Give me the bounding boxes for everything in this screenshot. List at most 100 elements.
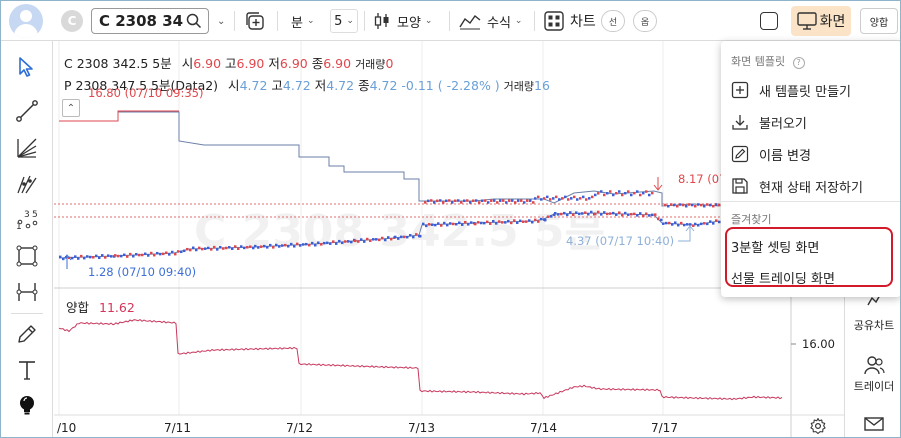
p-high-value: 4.72 [282,78,311,93]
c-high-value: 6.90 [236,56,265,71]
close-label: 종 [311,56,324,71]
p-close-value: 4.72 [369,78,398,93]
share-chart-label[interactable]: 공유차트 [853,319,895,332]
add-compare-icon[interactable] [244,11,266,31]
open-label: 시 [228,78,240,93]
share-chart-icon[interactable] [866,293,882,307]
volume-label: 거래량 [503,80,535,93]
low-label: 저 [268,56,280,71]
pitchfork-icon[interactable] [15,172,39,196]
p-low-marker-arrow [678,225,695,242]
search-icon[interactable] [186,13,202,29]
c-low-annotation: 1.28 (07/10 09:40) [88,265,197,279]
open-label: 시 [181,56,194,71]
formula-dropdown[interactable]: 수식 ⌄ [459,1,522,41]
avatar[interactable] [9,4,43,38]
interval-unit-label: 분 [291,15,303,31]
menu-item-new-template[interactable]: 새 템플릿 만들기 [721,75,900,105]
chart-canvas[interactable]: C 2308 342.5 5분 16.00 /10 7/11 7/12 7/13… [54,41,844,438]
p-series-name: P 2308 347.5 5분(Data2) [64,78,219,93]
window-square-icon[interactable] [760,12,778,30]
p-high-annotation: 8.17 (07 [678,172,727,186]
symbol-type-badge: C [61,10,83,32]
cursor-arrow-icon[interactable] [15,55,39,79]
close-label: 종 [358,78,370,93]
traders-icon[interactable] [863,354,885,376]
save-icon [732,178,748,194]
chevron-down-icon: ⌄ [424,16,433,26]
help-icon[interactable]: ? [792,57,805,69]
legend-collapse-button[interactable]: ⌃ [62,99,80,117]
menu-item-rename[interactable]: 이름 변경 [721,139,900,169]
screen-template-label: 화면 [819,14,846,30]
chevron-up-icon: ⌃ [66,102,76,114]
high-label: 고 [225,56,237,71]
c-series-legend[interactable]: C 2308 342.5 5분 시6.90 고6.90 저6.90 종6.90 … [64,53,393,72]
gear-icon[interactable] [809,417,827,435]
c-price-series [59,110,721,208]
screen-template-button[interactable]: 화면 [791,6,851,36]
high-marker-arrow [653,177,663,191]
screen-template-menu: 화면 템플릿 ? 새 템플릿 만들기 불러오기 이름 변경 현재 상태 저장하기… [721,41,900,297]
template-header-text: 화면 템플릿 [731,55,786,68]
top-toolbar: C C 2308 34 ⌄ 분 ⌄ 5 ⌄ 모양 ⌄ 수식 ⌄ 차트 선 옵 [1,1,900,41]
option-toggle-pill[interactable]: 옵 [633,10,657,32]
chevron-down-icon: ⌄ [514,16,523,26]
template-header: 화면 템플릿 ? [731,53,805,69]
measure-range-icon[interactable] [15,280,39,304]
menu-item-label: 현재 상태 저장하기 [759,180,863,196]
indicator-icon [459,14,481,30]
p-change-value: -0.11 [401,78,434,93]
traders-label[interactable]: 트레이더 [853,380,895,393]
p-price-series [58,210,721,261]
favorites-highlight-box [725,227,893,287]
p-volume-value: 16 [534,78,550,93]
pencil-draw-icon[interactable] [15,322,39,346]
interval-value-dropdown[interactable]: 5 ⌄ [330,9,358,33]
symbol-dropdown[interactable]: ⌄ [217,1,225,41]
chart-shape-dropdown[interactable]: 모양 ⌄ [373,1,432,41]
lightbulb-icon[interactable] [15,393,39,417]
low-marker-arrow [62,254,72,269]
c-high-annotation: 16.80 (07/10 09:35) [88,86,204,100]
svg-text:5: 5 [32,210,38,220]
mail-icon[interactable] [864,417,884,431]
chart-area[interactable]: C 2308 342.5 5분 16.00 /10 7/11 7/12 7/13… [54,41,844,438]
menu-item-label: 이름 변경 [759,148,811,164]
oscillator-legend[interactable]: 양합 11.62 [66,297,135,316]
menu-item-load[interactable]: 불러오기 [721,107,900,137]
wave-count-icon[interactable]: 13 5 [15,208,39,232]
c-volume-value: 0 [385,56,394,71]
x-axis[interactable]: /10 7/11 7/12 7/13 7/14 7/17 [57,421,678,435]
line-toggle-pill[interactable]: 선 [601,10,625,32]
x-tick-label: /10 [57,421,76,435]
text-tool-icon[interactable] [15,358,39,382]
x-tick-label: 7/17 [651,421,678,435]
formula-label: 수식 [487,15,511,31]
symbol-search-input[interactable]: C 2308 34 [91,8,209,34]
chart-layout-button[interactable]: 차트 [544,1,596,41]
p-series-legend[interactable]: P 2308 347.5 5분(Data2) 시4.72 고4.72 저4.72… [64,75,550,94]
oscillator-value: 11.62 [99,300,135,315]
p-change-percent: ( -2.28% ) [437,78,500,93]
svg-text:3: 3 [24,210,30,220]
c-open-value: 6.90 [193,56,222,71]
oscillator-name: 양합 [66,300,90,315]
menu-divider [721,201,900,202]
trend-line-icon[interactable] [15,99,39,123]
chevron-down-icon: ⌄ [217,15,226,27]
chart-layout-label: 차트 [570,14,596,30]
favorites-header: 즐겨찾기 [731,213,772,226]
fan-lines-icon[interactable] [15,136,39,160]
oscillator-toggle-button[interactable]: 양합 [860,8,898,34]
p-low-annotation: 4.37 (07/17 10:40) [566,234,675,248]
monitor-icon [796,12,817,30]
interval-unit-dropdown[interactable]: 분 ⌄ [291,1,315,41]
menu-item-save-state[interactable]: 현재 상태 저장하기 [721,171,900,201]
rectangle-shape-icon[interactable] [15,244,39,268]
favorite-item-3split[interactable]: 3분할 셋팅 화면 [731,241,820,256]
high-label: 고 [271,78,283,93]
favorite-item-futures[interactable]: 선물 트레이딩 화면 [731,272,835,287]
interval-value-label: 5 [334,13,343,29]
